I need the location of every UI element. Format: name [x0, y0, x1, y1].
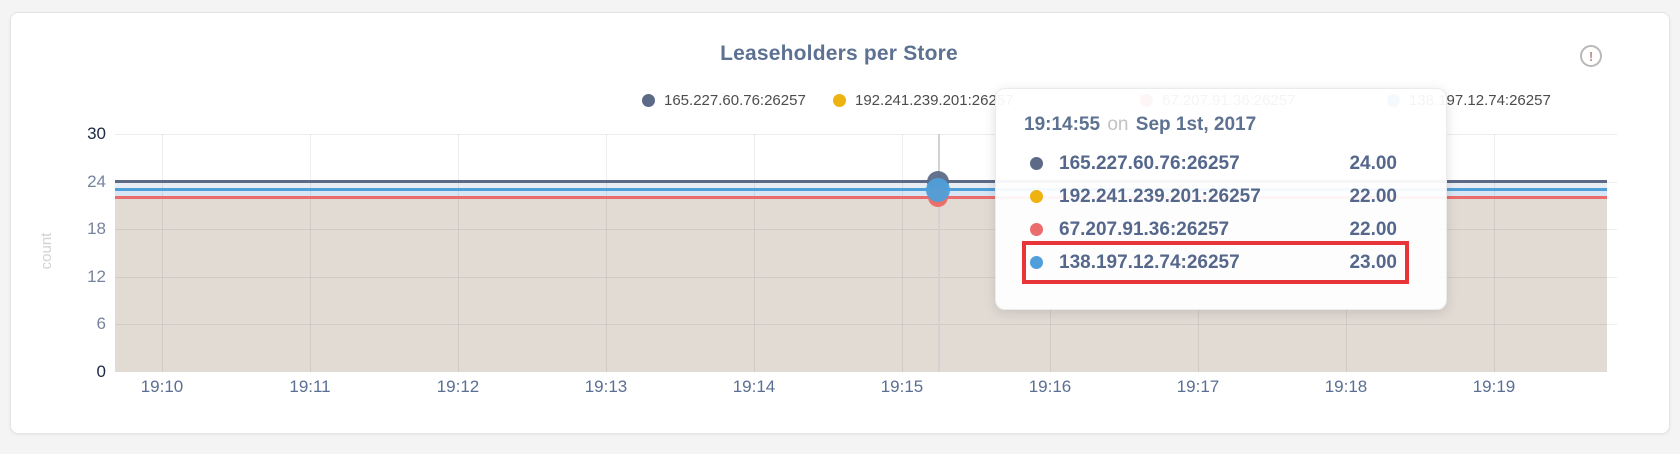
tooltip-row: 67.207.91.36:26257 22.00	[1024, 213, 1407, 246]
legend-item[interactable]: 165.227.60.76:26257	[642, 92, 806, 109]
legend-dot-icon	[642, 94, 655, 107]
v-gridline	[902, 134, 903, 372]
y-tick-label: 24	[87, 171, 106, 191]
h-gridline	[115, 134, 1617, 135]
legend-item[interactable]: 192.241.239.201:26257	[833, 92, 1014, 109]
x-tick-label: 19:15	[880, 377, 924, 396]
series-line	[115, 188, 1607, 192]
tooltip-series-name: 192.241.239.201:26257	[1059, 185, 1261, 207]
v-gridline	[310, 134, 311, 372]
y-axis-label: count	[38, 232, 55, 270]
legend-item-label: 165.227.60.76:26257	[664, 92, 806, 109]
series-line	[115, 195, 1607, 199]
v-gridline	[1494, 134, 1495, 372]
series-area-fill	[115, 189, 1607, 198]
chart-title: Leaseholders per Store	[720, 42, 958, 65]
x-tick-label: 19:16	[1028, 377, 1072, 396]
tooltip-connector: on	[1107, 114, 1129, 135]
tooltip-row: 192.241.239.201:26257 22.00	[1024, 180, 1407, 213]
y-tick-label: 12	[87, 266, 106, 286]
y-tick-label: 18	[87, 219, 106, 239]
x-tick-label: 19:19	[1472, 377, 1516, 396]
x-tick-label: 19:11	[289, 377, 331, 396]
series-dot-icon	[1030, 256, 1043, 269]
y-tick-label: 30	[87, 124, 106, 143]
tooltip-date: Sep 1st, 2017	[1135, 114, 1257, 135]
tooltip-series-name: 138.197.12.74:26257	[1059, 251, 1240, 273]
hover-point-marker	[926, 177, 950, 202]
tooltip-time: 19:14:55	[1024, 114, 1101, 135]
tooltip-series-name: 67.207.91.36:26257	[1059, 218, 1230, 240]
legend-dot-icon	[833, 94, 846, 107]
x-tick-label: 19:10	[140, 377, 184, 396]
series-dot-icon	[1030, 223, 1043, 236]
h-gridline	[115, 276, 1617, 278]
tooltip-series-value: 23.00	[1349, 251, 1397, 273]
legend-item-label: 192.241.239.201:26257	[855, 92, 1014, 109]
v-gridline	[754, 134, 755, 372]
tooltip-series-value: 24.00	[1349, 152, 1397, 174]
series-area-fill	[115, 181, 1607, 190]
exclamation-glyph: !	[1588, 48, 1594, 64]
series-line	[115, 180, 1607, 184]
v-gridline	[606, 134, 607, 372]
x-tick-label: 19:12	[436, 377, 480, 396]
v-gridline	[162, 134, 163, 372]
tooltip-series-name: 165.227.60.76:26257	[1059, 152, 1240, 174]
x-tick-label: 19:17	[1176, 377, 1220, 396]
h-gridline	[115, 324, 1617, 326]
series-dot-icon	[1030, 190, 1043, 203]
series-dot-icon	[1030, 157, 1043, 170]
tooltip-rows: 165.227.60.76:26257 24.00 192.241.239.201:…	[1022, 147, 1409, 284]
tooltip-row: 165.227.60.76:26257 24.00	[1024, 147, 1407, 180]
v-gridline	[458, 134, 459, 372]
x-tick-label: 19:18	[1324, 377, 1368, 396]
hover-guideline	[938, 134, 940, 372]
info-icon[interactable]: !	[1580, 45, 1602, 67]
x-tick-label: 19:14	[732, 377, 776, 396]
hover-tooltip: 19:14:55 on Sep 1st, 2017 165.227.60.76:…	[995, 88, 1447, 310]
tooltip-row-highlighted: 138.197.12.74:26257 23.00	[1022, 241, 1409, 284]
tooltip-series-value: 22.00	[1349, 218, 1397, 240]
y-tick-label: 6	[96, 314, 106, 334]
x-tick-label: 19:13	[584, 377, 628, 396]
y-tick-label: 0	[96, 362, 106, 381]
tooltip-timestamp: 19:14:55 on Sep 1st, 2017	[1024, 113, 1446, 137]
h-gridline	[115, 229, 1617, 231]
tooltip-series-value: 22.00	[1349, 185, 1397, 207]
